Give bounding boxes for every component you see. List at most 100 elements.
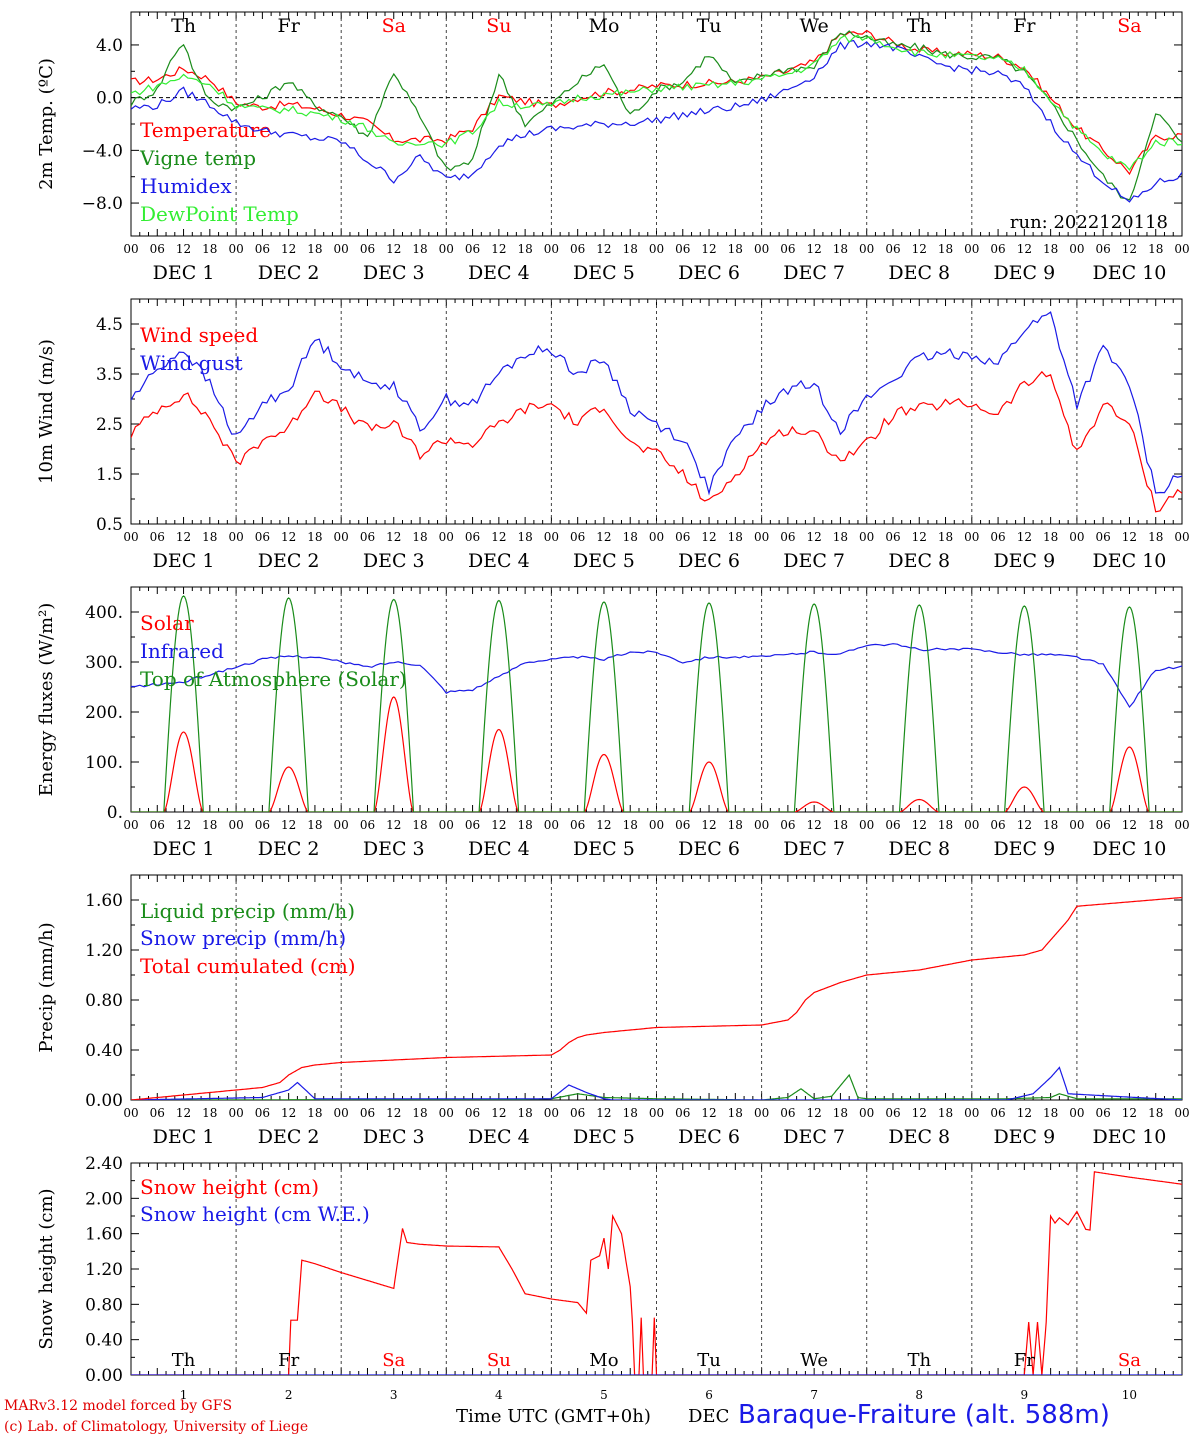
hour-tick-label: 06	[570, 242, 585, 256]
date-label: DEC 5	[573, 262, 635, 284]
hour-tick-label: 00	[964, 1106, 979, 1120]
hour-tick-label: 12	[386, 530, 401, 544]
date-label: DEC 8	[888, 838, 950, 860]
hour-tick-label: 12	[701, 1106, 716, 1120]
hour-tick-label: 00	[754, 1106, 769, 1120]
day-name-top: Fr	[1013, 15, 1036, 37]
hour-tick-label: 06	[675, 242, 690, 256]
y-tick-label: −4.0	[82, 141, 123, 161]
hour-tick-label: 00	[439, 530, 454, 544]
y-tick-label: 2.00	[85, 1189, 123, 1209]
hour-tick-label: 00	[1069, 530, 1084, 544]
hour-tick-label: 06	[465, 530, 480, 544]
hour-tick-label: 12	[807, 530, 822, 544]
hour-tick-label: 12	[596, 818, 611, 832]
date-label: DEC 1	[153, 838, 215, 860]
hour-tick-label: 18	[938, 1106, 953, 1120]
day-name-top: We	[800, 15, 829, 37]
hour-tick-label: 12	[596, 242, 611, 256]
day-name-bottom: We	[800, 1350, 828, 1371]
date-label: DEC 10	[1093, 262, 1167, 284]
y-tick-label: 2.40	[85, 1154, 123, 1174]
day-name-top: Sa	[382, 15, 406, 37]
hour-tick-label: 18	[202, 1106, 217, 1120]
series-line-total-cumulated-cm-	[131, 896, 1182, 1100]
hour-tick-label: 00	[859, 818, 874, 832]
hour-tick-label: 06	[990, 1106, 1005, 1120]
hour-tick-label: 18	[1148, 530, 1163, 544]
time-axis-dec-label: DEC	[688, 1406, 730, 1427]
date-label: DEC 1	[153, 262, 215, 284]
date-label: DEC 5	[573, 838, 635, 860]
series-line-snow-height-cm-	[131, 1171, 1182, 1375]
day-name-top: Th	[171, 15, 196, 37]
hour-tick-label: 12	[491, 530, 506, 544]
hour-tick-label: 06	[885, 1106, 900, 1120]
hour-tick-label: 00	[123, 530, 138, 544]
hour-tick-label: 00	[334, 1106, 349, 1120]
hour-tick-label: 12	[912, 242, 927, 256]
hour-tick-label: 12	[491, 1106, 506, 1120]
date-label: DEC 1	[153, 550, 215, 572]
hour-tick-label: 00	[1174, 242, 1189, 256]
series-line-humidex	[131, 39, 1182, 203]
hour-tick-label: 18	[623, 818, 638, 832]
date-label: DEC 9	[993, 1126, 1055, 1148]
hour-tick-label: 18	[623, 1106, 638, 1120]
hour-tick-label: 00	[1069, 818, 1084, 832]
day-name-top: Mo	[588, 15, 619, 37]
hour-tick-label: 00	[649, 1106, 664, 1120]
hour-tick-label: 18	[1043, 1106, 1058, 1120]
hour-tick-label: 18	[307, 818, 322, 832]
hour-tick-label: 18	[623, 242, 638, 256]
y-tick-label: 3.5	[96, 365, 123, 385]
y-tick-label: 0.40	[85, 1331, 123, 1351]
date-label: DEC 9	[993, 550, 1055, 572]
hour-tick-label: 18	[517, 1106, 532, 1120]
legend-dewpoint-temp: DewPoint Temp	[140, 202, 299, 226]
hour-tick-label: 06	[780, 530, 795, 544]
hour-tick-label: 06	[990, 530, 1005, 544]
y-tick-label: 0.00	[85, 1091, 123, 1111]
date-label: DEC 9	[993, 838, 1055, 860]
day-number-label: 8	[915, 1388, 923, 1402]
hour-tick-label: 06	[885, 818, 900, 832]
panel-2: 4.5 3.5 2.5 1.5 0.5 10m Wind (m/s) Wind speed W…	[36, 298, 1190, 572]
y-tick-label: 400.	[85, 603, 123, 623]
hour-tick-label: 00	[964, 242, 979, 256]
hour-tick-label: 18	[307, 530, 322, 544]
day-number-label: 9	[1021, 1388, 1029, 1402]
y-axis-label: Precip (mm/h)	[36, 922, 57, 1052]
hour-tick-label: 12	[386, 1106, 401, 1120]
hour-tick-label: 12	[912, 530, 927, 544]
hour-tick-label: 12	[176, 1106, 191, 1120]
day-name-bottom: Th	[907, 1350, 931, 1371]
hour-tick-label: 12	[281, 530, 296, 544]
y-axis-label: Energy fluxes (W/m²)	[36, 603, 57, 797]
hour-tick-label: 06	[885, 242, 900, 256]
date-label: DEC 10	[1093, 838, 1167, 860]
y-tick-label: 0.40	[85, 1041, 123, 1061]
hour-tick-label: 00	[334, 242, 349, 256]
date-label: DEC 4	[468, 838, 530, 860]
hour-tick-label: 12	[281, 818, 296, 832]
y-tick-label: 4.5	[96, 315, 123, 335]
date-label: DEC 10	[1093, 1126, 1167, 1148]
hour-tick-label: 06	[465, 242, 480, 256]
hour-tick-label: 00	[228, 530, 243, 544]
day-name-top: Su	[486, 15, 511, 37]
date-label: DEC 7	[783, 838, 845, 860]
hour-tick-label: 12	[281, 1106, 296, 1120]
hour-tick-label: 18	[938, 530, 953, 544]
hour-tick-label: 06	[1096, 530, 1111, 544]
date-label: DEC 4	[468, 1126, 530, 1148]
date-label: DEC 3	[363, 550, 425, 572]
hour-tick-label: 00	[859, 530, 874, 544]
hour-tick-label: 06	[1096, 242, 1111, 256]
hour-tick-label: 06	[675, 818, 690, 832]
hour-tick-label: 06	[150, 818, 165, 832]
series-line-snow-precip-mm-h-	[131, 1066, 1182, 1100]
hour-tick-label: 00	[228, 1106, 243, 1120]
hour-tick-label: 00	[649, 242, 664, 256]
